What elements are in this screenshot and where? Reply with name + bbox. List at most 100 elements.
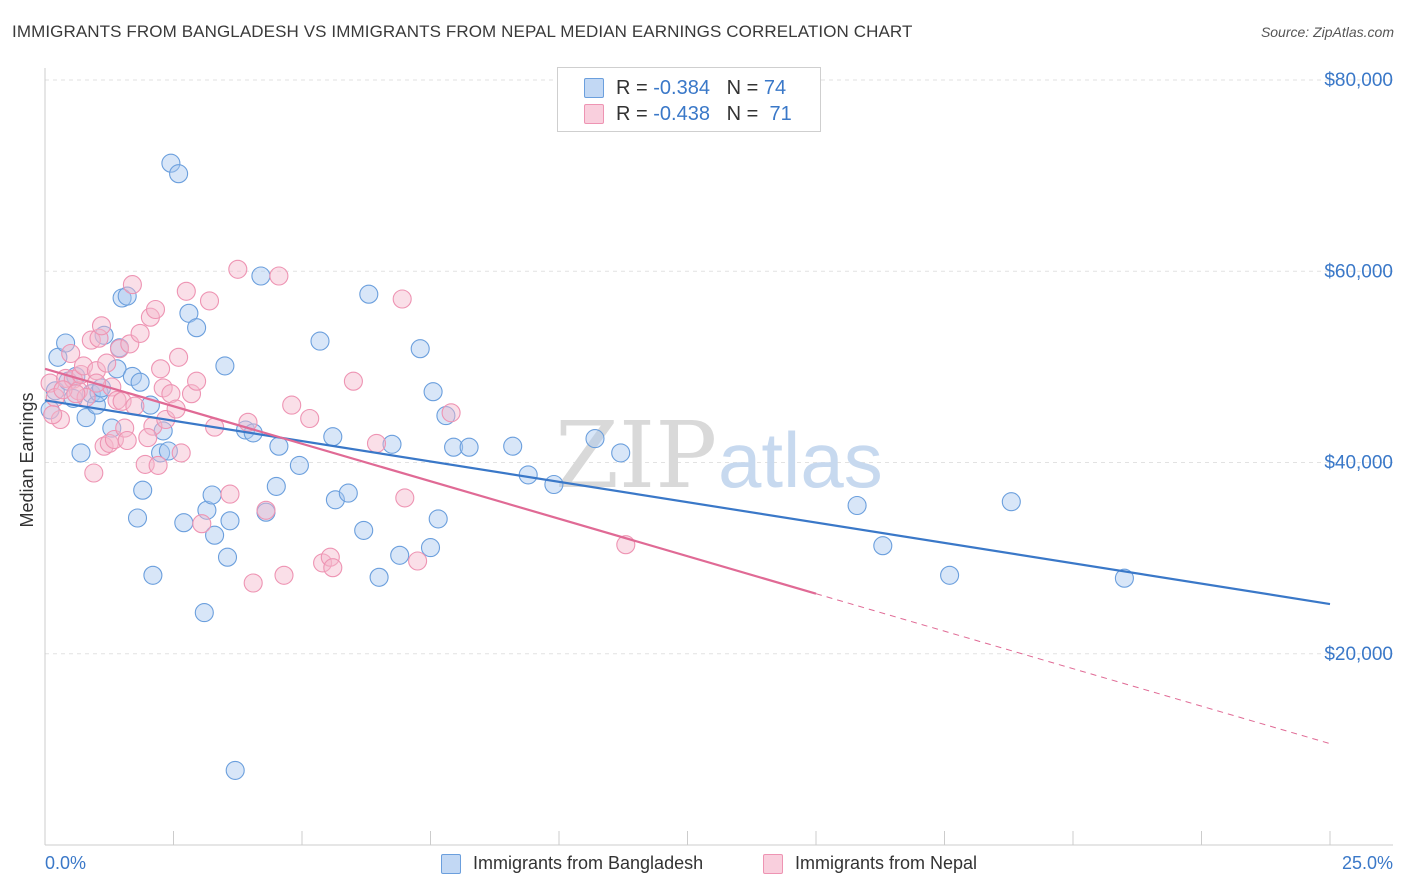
axes xyxy=(44,68,1393,846)
bottom-legend-label-nepal: Immigrants from Nepal xyxy=(795,853,978,873)
point-nepal xyxy=(117,430,137,451)
point-nepal xyxy=(161,384,181,404)
r-value-nepal: -0.438 xyxy=(653,103,710,125)
point-bangladesh xyxy=(503,436,523,456)
point-nepal xyxy=(84,463,104,483)
point-bangladesh xyxy=(133,480,153,500)
point-nepal xyxy=(145,299,166,320)
point-nepal xyxy=(94,436,114,456)
bottom-legend-label-bangladesh: Immigrants from Bangladesh xyxy=(473,853,704,873)
point-nepal xyxy=(243,573,263,593)
point-bangladesh xyxy=(382,434,402,454)
point-nepal xyxy=(81,330,101,350)
x-tick-label-min: 0.0% xyxy=(45,853,86,873)
y-tick-label: $80,000 xyxy=(1324,70,1393,91)
n-value-nepal: 71 xyxy=(769,103,792,125)
n-label: N = xyxy=(726,103,759,125)
n-label: N = xyxy=(726,77,759,99)
point-bangladesh xyxy=(194,603,214,623)
point-bangladesh xyxy=(369,567,389,587)
correlation-legend: R = -0.384 N = 74 R = -0.438 N = 71 xyxy=(557,67,821,132)
point-bangladesh xyxy=(266,476,286,496)
source-credit: Source: ZipAtlas.com xyxy=(1260,24,1394,40)
point-bangladesh xyxy=(390,545,410,565)
point-bangladesh xyxy=(122,366,142,386)
watermark-atlas: atlas xyxy=(718,416,883,504)
trend-line-bangladesh xyxy=(44,399,1331,606)
point-bangladesh xyxy=(940,565,960,585)
point-nepal xyxy=(441,403,461,423)
y-tick-label: $60,000 xyxy=(1324,261,1393,282)
point-nepal xyxy=(169,347,189,367)
point-nepal xyxy=(187,371,207,391)
point-bangladesh xyxy=(151,443,171,463)
point-bangladesh xyxy=(354,520,374,540)
point-bangladesh xyxy=(187,318,207,338)
point-bangladesh xyxy=(459,437,479,457)
point-nepal xyxy=(300,408,320,429)
point-nepal xyxy=(220,484,240,504)
point-bangladesh xyxy=(423,382,443,402)
point-bangladesh xyxy=(310,331,330,351)
point-nepal xyxy=(73,356,94,376)
trend-line-nepal xyxy=(44,367,817,595)
point-nepal xyxy=(181,384,202,404)
point-nepal xyxy=(176,281,196,301)
point-nepal xyxy=(228,259,248,279)
point-nepal xyxy=(395,488,415,508)
point-nepal xyxy=(408,551,428,571)
point-nepal xyxy=(68,381,88,401)
point-nepal xyxy=(343,371,363,391)
point-nepal xyxy=(171,443,191,463)
point-bangladesh xyxy=(117,286,137,306)
point-bangladesh xyxy=(202,485,222,505)
point-bangladesh xyxy=(873,536,893,556)
chart-title: IMMIGRANTS FROM BANGLADESH VS IMMIGRANTS… xyxy=(12,22,913,41)
point-nepal xyxy=(153,378,173,398)
point-bangladesh xyxy=(107,359,127,379)
point-bangladesh xyxy=(585,429,605,449)
point-nepal xyxy=(115,418,135,438)
point-bangladesh xyxy=(56,333,76,353)
point-nepal xyxy=(148,455,168,475)
point-nepal xyxy=(274,565,294,585)
trend-line-nepal-extension xyxy=(815,593,1331,745)
y-axis-label: Median Earnings xyxy=(17,392,37,527)
point-nepal xyxy=(53,380,73,400)
point-bangladesh xyxy=(71,443,91,463)
point-bangladesh xyxy=(544,474,564,495)
point-nepal xyxy=(122,275,142,295)
point-nepal xyxy=(125,396,145,416)
grid-lines xyxy=(45,79,1393,655)
legend-swatch-nepal xyxy=(584,104,604,124)
r-value-bangladesh: -0.384 xyxy=(653,77,710,99)
point-nepal xyxy=(61,343,81,364)
y-tick-labels: $20,000 $40,000 $60,000 $80,000 xyxy=(1324,70,1393,665)
point-nepal xyxy=(97,353,117,373)
point-bangladesh xyxy=(174,513,194,533)
point-nepal xyxy=(43,405,63,425)
point-nepal xyxy=(323,558,343,578)
point-bangladesh xyxy=(225,760,245,780)
bottom-legend-swatch-nepal xyxy=(763,854,783,874)
point-bangladesh xyxy=(251,266,271,286)
point-bangladesh xyxy=(359,284,379,304)
point-bangladesh xyxy=(428,509,448,529)
point-nepal xyxy=(109,339,130,359)
point-nepal xyxy=(66,384,86,404)
point-nepal xyxy=(89,328,109,348)
point-nepal xyxy=(269,266,289,286)
legend-swatch-bangladesh xyxy=(584,78,604,98)
point-nepal xyxy=(282,395,302,415)
point-bangladesh xyxy=(444,437,464,457)
data-points xyxy=(40,153,1134,780)
x-tick-label-max: 25.0% xyxy=(1342,853,1393,873)
point-bangladesh xyxy=(436,406,456,426)
point-bangladesh xyxy=(143,565,163,585)
point-bangladesh xyxy=(217,547,238,567)
point-bangladesh xyxy=(169,164,189,184)
r-label: R = xyxy=(616,77,648,99)
y-tick-label: $20,000 xyxy=(1324,644,1393,665)
point-bangladesh xyxy=(127,508,148,528)
point-bangladesh xyxy=(1001,492,1021,512)
